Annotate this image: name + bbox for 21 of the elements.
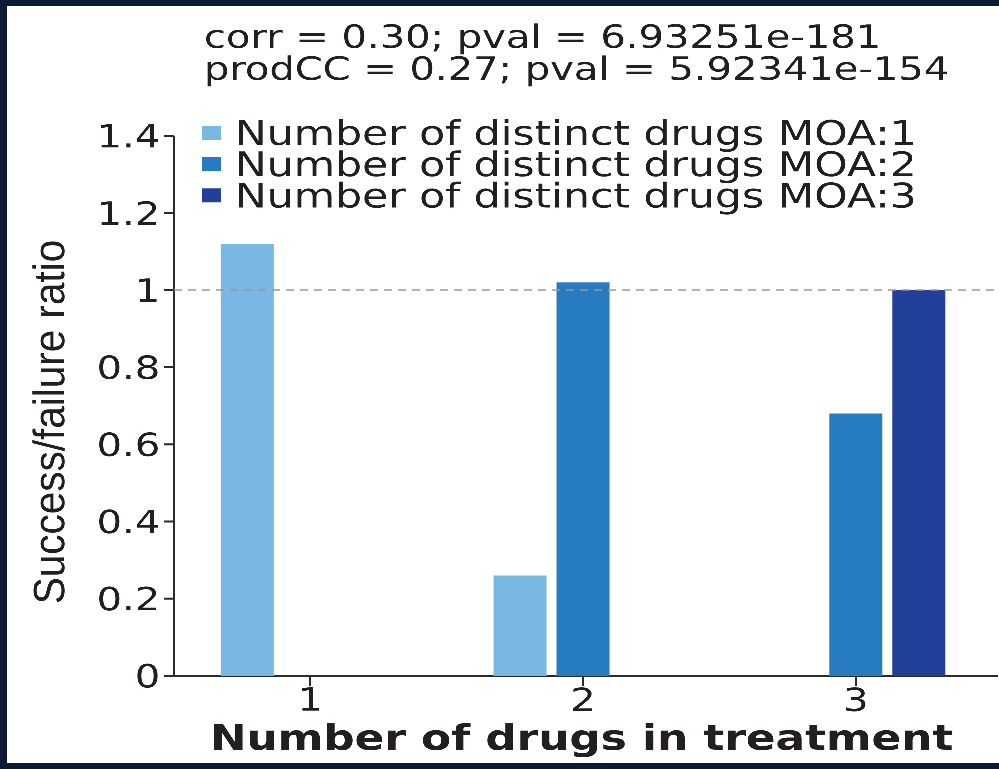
x-axis-title: Number of drugs in treatment (214, 723, 953, 758)
y-tick-label: 1 (139, 278, 157, 302)
x-tick-label: 1 (302, 688, 320, 711)
x-tick-label: 2 (573, 688, 592, 712)
y-tick-label: 1.4 (101, 124, 158, 148)
text: prodCC = 0.27; pval = 5.92341e-154 (208, 56, 948, 87)
bar (830, 414, 883, 676)
bar (556, 282, 610, 676)
bar (892, 290, 946, 676)
y-tick-label: 0.8 (100, 355, 158, 380)
y-tick-label: 1.2 (101, 201, 156, 226)
y-tick-label: 0.6 (100, 432, 158, 457)
legend-label: Number of distinct drugs MOA:3 (239, 182, 914, 215)
y-tick-label: 0.2 (100, 586, 156, 611)
x-tick-label: 3 (846, 688, 866, 712)
bar (220, 244, 274, 676)
y-tick-label: 0.4 (100, 510, 158, 534)
y-tick-label: 0 (138, 664, 158, 688)
bar (494, 576, 547, 676)
text: corr = 0.30; pval = 6.93251e-181 (206, 24, 878, 55)
y-axis-title: Success/failure ratio (32, 242, 65, 603)
